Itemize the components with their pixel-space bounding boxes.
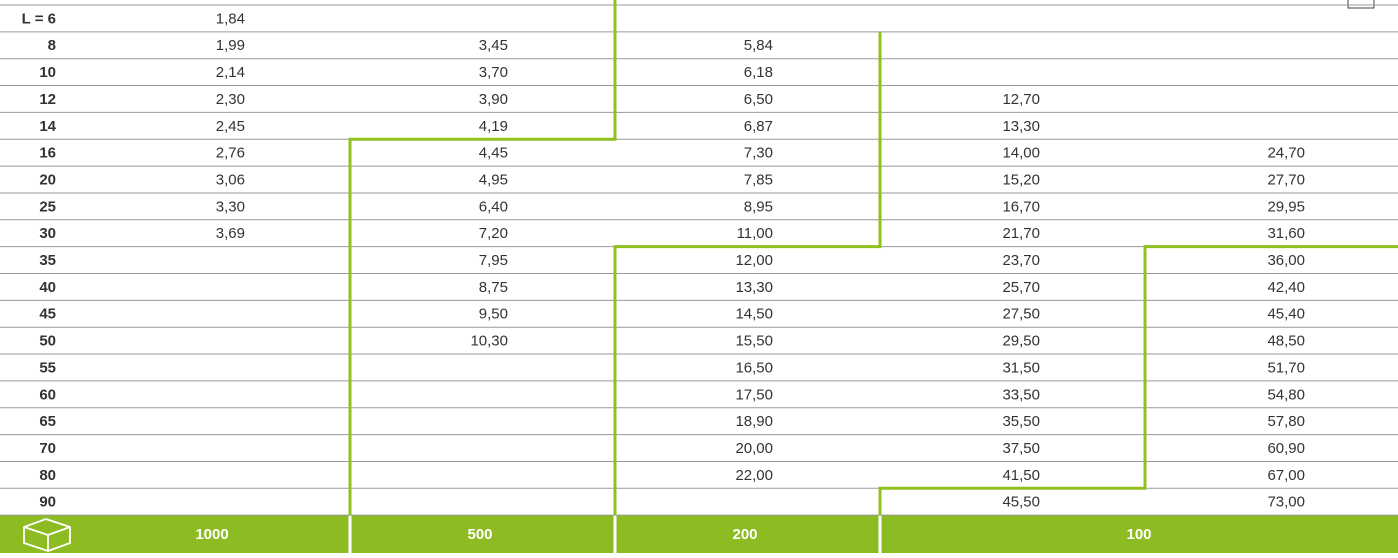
- row-label: 55: [39, 359, 56, 376]
- price-cell: 67,00: [1267, 467, 1305, 484]
- price-cell: 12,00: [735, 252, 773, 269]
- tier-border: [348, 0, 617, 515]
- price-cell: 57,80: [1267, 413, 1305, 430]
- row-label: 90: [39, 494, 56, 511]
- price-cell: 15,20: [1002, 171, 1040, 188]
- box-icon-small: [1347, 0, 1375, 9]
- row-label: 25: [39, 198, 56, 215]
- row-label: 20: [39, 171, 56, 188]
- row-label: 50: [39, 333, 56, 350]
- quantity-label: 100: [1126, 526, 1151, 543]
- row-label: 40: [39, 279, 56, 296]
- price-cell: 7,20: [479, 225, 508, 242]
- price-cell: 24,70: [1267, 145, 1305, 162]
- price-cell: 20,00: [735, 440, 773, 457]
- price-cell: 35,50: [1002, 413, 1040, 430]
- price-cell: 9,50: [479, 306, 508, 323]
- row-label: 16: [39, 145, 56, 162]
- price-cell: 1,99: [216, 37, 245, 54]
- price-cell: 3,70: [479, 64, 508, 81]
- price-cell: 31,50: [1002, 359, 1040, 376]
- quantity-label: 200: [732, 526, 757, 543]
- price-cell: 14,50: [735, 306, 773, 323]
- row-label: 70: [39, 440, 56, 457]
- price-cell: 7,95: [479, 252, 508, 269]
- price-cell: 51,70: [1267, 359, 1305, 376]
- price-cell: 36,00: [1267, 252, 1305, 269]
- price-cell: 17,50: [735, 386, 773, 403]
- price-cell: 6,40: [479, 198, 508, 215]
- price-cell: 48,50: [1267, 333, 1305, 350]
- price-cell: 3,30: [216, 198, 245, 215]
- price-cell: 25,70: [1002, 279, 1040, 296]
- price-cell: 13,30: [1002, 118, 1040, 135]
- price-cell: 8,75: [479, 279, 508, 296]
- footer-bar: [0, 515, 1398, 553]
- quantity-label: 1000: [195, 526, 228, 543]
- price-cell: 27,70: [1267, 171, 1305, 188]
- price-cell: 18,90: [735, 413, 773, 430]
- price-cell: 2,45: [216, 118, 245, 135]
- price-cell: 3,06: [216, 171, 245, 188]
- tier-border: [613, 31, 882, 515]
- price-cell: 6,18: [744, 64, 773, 81]
- price-cell: 7,85: [744, 171, 773, 188]
- row-label: 35: [39, 252, 56, 269]
- row-label: 12: [39, 91, 56, 108]
- price-cell: 6,87: [744, 118, 773, 135]
- row-label: 65: [39, 413, 56, 430]
- price-cell: 2,76: [216, 145, 245, 162]
- price-cell: 23,70: [1002, 252, 1040, 269]
- price-cell: 45,40: [1267, 306, 1305, 323]
- price-cell: 12,70: [1002, 91, 1040, 108]
- price-cell: 10,30: [470, 333, 508, 350]
- box-icon: [23, 518, 71, 552]
- price-cell: 14,00: [1002, 145, 1040, 162]
- price-cell: 3,69: [216, 225, 245, 242]
- price-cell: 3,90: [479, 91, 508, 108]
- row-label: 10: [39, 64, 56, 81]
- price-cell: 8,95: [744, 198, 773, 215]
- row-label: 8: [48, 37, 56, 54]
- price-cell: 54,80: [1267, 386, 1305, 403]
- price-cell: 16,50: [735, 359, 773, 376]
- price-cell: 73,00: [1267, 494, 1305, 511]
- price-cell: 27,50: [1002, 306, 1040, 323]
- row-label: 80: [39, 467, 56, 484]
- row-label: 14: [39, 118, 56, 135]
- row-label: L = 6: [22, 10, 56, 27]
- price-cell: 29,95: [1267, 198, 1305, 215]
- price-cell: 1,84: [216, 10, 245, 27]
- price-cell: 31,60: [1267, 225, 1305, 242]
- price-cell: 2,14: [216, 64, 245, 81]
- quantity-label: 500: [467, 526, 492, 543]
- price-cell: 29,50: [1002, 333, 1040, 350]
- price-cell: 21,70: [1002, 225, 1040, 242]
- price-cell: 45,50: [1002, 494, 1040, 511]
- row-label: 30: [39, 225, 56, 242]
- price-cell: 13,30: [735, 279, 773, 296]
- price-cell: 4,19: [479, 118, 508, 135]
- price-cell: 16,70: [1002, 198, 1040, 215]
- price-cell: 7,30: [744, 145, 773, 162]
- price-cell: 42,40: [1267, 279, 1305, 296]
- price-cell: 22,00: [735, 467, 773, 484]
- footer-separators: [348, 515, 882, 553]
- tier-border: [878, 245, 1398, 515]
- price-cell: 11,00: [737, 225, 773, 242]
- price-cell: 4,45: [479, 145, 508, 162]
- row-label: 60: [39, 386, 56, 403]
- price-cell: 2,30: [216, 91, 245, 108]
- price-cell: 4,95: [479, 171, 508, 188]
- price-cell: 60,90: [1267, 440, 1305, 457]
- price-cell: 3,45: [479, 37, 508, 54]
- price-cell: 6,50: [744, 91, 773, 108]
- row-label: 45: [39, 306, 56, 323]
- price-cell: 41,50: [1002, 467, 1040, 484]
- price-cell: 5,84: [744, 37, 773, 54]
- price-cell: 15,50: [735, 333, 773, 350]
- price-cell: 37,50: [1002, 440, 1040, 457]
- price-cell: 33,50: [1002, 386, 1040, 403]
